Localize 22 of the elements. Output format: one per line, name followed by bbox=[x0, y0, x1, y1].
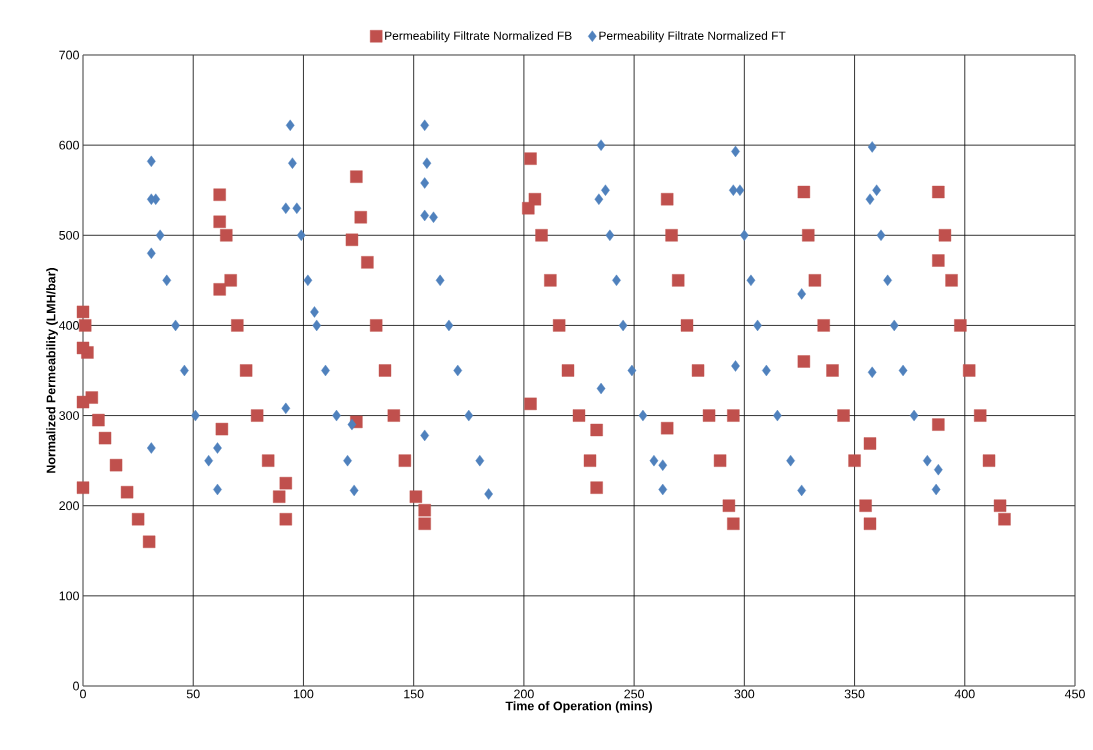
y-tick-label: 600 bbox=[59, 140, 79, 150]
x-tick-label: 200 bbox=[514, 689, 534, 699]
y-axis-title: Normalized Permeability (LMH/bar) bbox=[46, 268, 58, 473]
x-tick-label: 350 bbox=[844, 689, 865, 699]
y-tick-label: 500 bbox=[59, 230, 79, 240]
x-tick-label: 150 bbox=[404, 689, 424, 699]
y-tick-label: 300 bbox=[59, 411, 79, 420]
legend-label: Permeability Filtrate Normalized FB bbox=[385, 31, 572, 43]
x-tick-label: 450 bbox=[1064, 689, 1085, 699]
x-tick-label: 250 bbox=[624, 689, 645, 699]
x-tick-label: 0 bbox=[80, 689, 86, 699]
y-tick-label: 200 bbox=[59, 501, 79, 511]
legend-label: Permeability Filtrate Normalized FT bbox=[599, 31, 786, 43]
y-tick-label: 400 bbox=[58, 321, 79, 330]
x-tick-label: 300 bbox=[734, 689, 755, 699]
y-tick-label: 700 bbox=[59, 50, 79, 60]
x-tick-label: 50 bbox=[186, 689, 200, 699]
x-axis-title: Time of Operation (mins) bbox=[505, 701, 652, 713]
x-tick-label: 400 bbox=[954, 689, 975, 699]
x-tick-label: 100 bbox=[294, 689, 314, 699]
y-tick-label: 0 bbox=[73, 681, 79, 691]
y-tick-label: 100 bbox=[59, 591, 79, 601]
